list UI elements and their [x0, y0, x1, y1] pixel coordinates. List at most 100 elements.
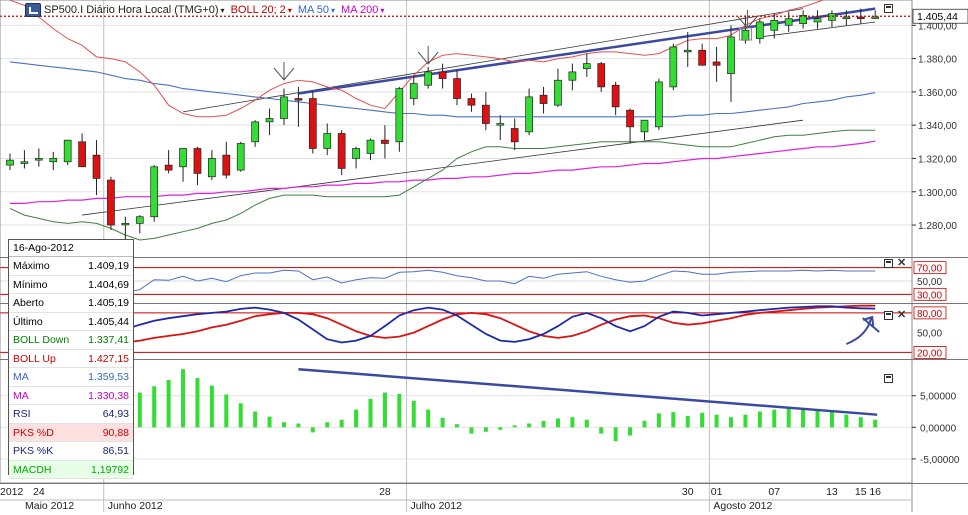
annotations	[273, 10, 880, 416]
ma200-text: MA 200	[341, 4, 379, 16]
macdh-bar	[541, 421, 546, 428]
macdh-bar	[310, 427, 315, 433]
data-window-label: RSI	[13, 408, 31, 420]
price-tick-label: 1.400,00	[918, 21, 957, 32]
data-window-row: PKS %K 86,51	[9, 442, 133, 461]
candle-body	[554, 79, 562, 106]
pks-annotation-tail	[862, 317, 880, 333]
candle-body	[683, 49, 692, 53]
macdh-bar	[772, 409, 777, 428]
x-day-label: 2012	[0, 486, 24, 498]
price-tick-label: 1.280,00	[918, 221, 957, 232]
data-window-label: MA	[13, 389, 29, 402]
candle-body	[6, 159, 14, 166]
x-month-label: Junho 2012	[108, 500, 163, 512]
macdh-bar	[382, 392, 387, 428]
chevron-down-icon[interactable]: ▾	[331, 5, 336, 15]
x-day-label: 24	[33, 486, 45, 498]
maximize-price-panel-button[interactable]	[884, 4, 893, 13]
macdh-bar	[570, 417, 575, 428]
symbol-label[interactable]: SP500.I Diário Hora Local (TMG+0) ▾	[44, 4, 225, 16]
macdh-bar	[253, 411, 258, 428]
data-window: 16-Ago-2012 Máximo 1.409,19 Mínimo 1.404,69…	[8, 239, 134, 479]
price-tick-label: 1.320,00	[918, 154, 957, 165]
chart-toolbar: SP500.I Diário Hora Local (TMG+0) ▾ BOLL …	[0, 0, 912, 20]
candle-body	[727, 36, 735, 74]
macdh-bar	[152, 386, 157, 428]
candle-body	[294, 98, 303, 101]
data-window-row: BOLL Down 1.337,41	[9, 331, 133, 350]
maximize-pks-panel-button[interactable]	[884, 311, 893, 320]
chevron-down-icon[interactable]: ▾	[287, 5, 292, 15]
x-day-label: 13	[826, 486, 838, 498]
candle-body	[395, 88, 404, 143]
macdh-bar	[527, 423, 532, 428]
macdh-bar	[296, 423, 301, 428]
macdh-bar	[339, 419, 344, 428]
ma200-indicator-label[interactable]: MA 200 ▾	[341, 4, 384, 16]
price-panel[interactable]	[0, 0, 912, 247]
boll-indicator-label[interactable]: BOLL 20; 2 ▾	[231, 4, 292, 16]
candle-body	[482, 104, 490, 124]
macdh-bar	[483, 427, 488, 432]
candle-body	[366, 139, 375, 154]
rsi-level-tag	[913, 261, 947, 275]
chart-symbol-icon[interactable]	[25, 3, 41, 17]
candle-body	[308, 98, 317, 149]
symbol-text: SP500.I Diário Hora Local (TMG+0)	[44, 4, 219, 16]
candle-body	[323, 133, 332, 149]
maximize-rsi-panel-button[interactable]	[884, 259, 893, 268]
macdh-bar	[411, 400, 416, 428]
trend-channel-lower-line	[82, 119, 804, 216]
data-window-row: RSI 64,93	[9, 405, 133, 424]
macdh-bar	[238, 403, 243, 428]
pks-panel[interactable]	[0, 304, 912, 353]
data-window-label: Mínimo	[13, 278, 48, 291]
rsi-line	[9, 269, 876, 295]
candle-body	[712, 61, 721, 66]
candle-body	[438, 71, 447, 79]
ma50-line	[9, 61, 876, 118]
macdh-bar	[440, 417, 445, 428]
rsi-level-tag	[913, 287, 947, 301]
macdh-bar	[829, 411, 834, 428]
close-rsi-panel-icon[interactable]: ✕	[897, 257, 907, 269]
last-price-tag	[912, 8, 968, 24]
maximize-macdh-panel-button[interactable]	[884, 374, 893, 383]
macdh-bar	[656, 413, 661, 428]
candle-body	[669, 46, 678, 88]
chevron-down-icon[interactable]: ▾	[380, 5, 385, 15]
candle-body	[107, 179, 115, 226]
candle-body	[539, 94, 548, 104]
current-candle-marker	[738, 27, 752, 41]
pks-tick-label: 20,00	[917, 348, 942, 359]
candle-body	[49, 158, 58, 163]
candle-body	[121, 223, 130, 226]
macdh-tick-label: 5,00000	[920, 392, 957, 403]
ma50-indicator-label[interactable]: MA 50 ▾	[298, 4, 335, 16]
candle-body	[208, 158, 216, 178]
x-day-label: 28	[379, 486, 391, 498]
chevron-down-icon[interactable]: ▾	[220, 5, 225, 15]
rsi-tick-label: 30,00	[917, 290, 942, 301]
macdh-bar	[801, 408, 806, 428]
candle-body	[236, 143, 245, 171]
close-pks-panel-icon[interactable]: ✕	[897, 309, 907, 321]
macdh-bar	[786, 408, 791, 428]
data-window-rows: Máximo 1.409,19 Mínimo 1.404,69 Aberto 1.405,…	[9, 257, 133, 479]
boll-text: BOLL 20; 2	[230, 4, 286, 16]
data-window-value: 1.405,44	[88, 315, 129, 328]
data-window-row: BOLL Up 1.427,15	[9, 349, 133, 368]
pks-annotation-arrow	[845, 317, 873, 345]
candle-body	[784, 18, 793, 26]
macdh-bar	[599, 427, 604, 434]
candle-body	[755, 21, 764, 39]
rsi-tick-label: 50,00	[917, 277, 942, 288]
macdh-bar	[354, 409, 359, 428]
macdh-bar	[628, 427, 633, 436]
macdh-bar	[455, 424, 460, 428]
candle-body	[813, 18, 822, 23]
rsi-panel[interactable]	[0, 267, 912, 295]
data-window-row: MACDH 1,19792	[9, 460, 133, 479]
